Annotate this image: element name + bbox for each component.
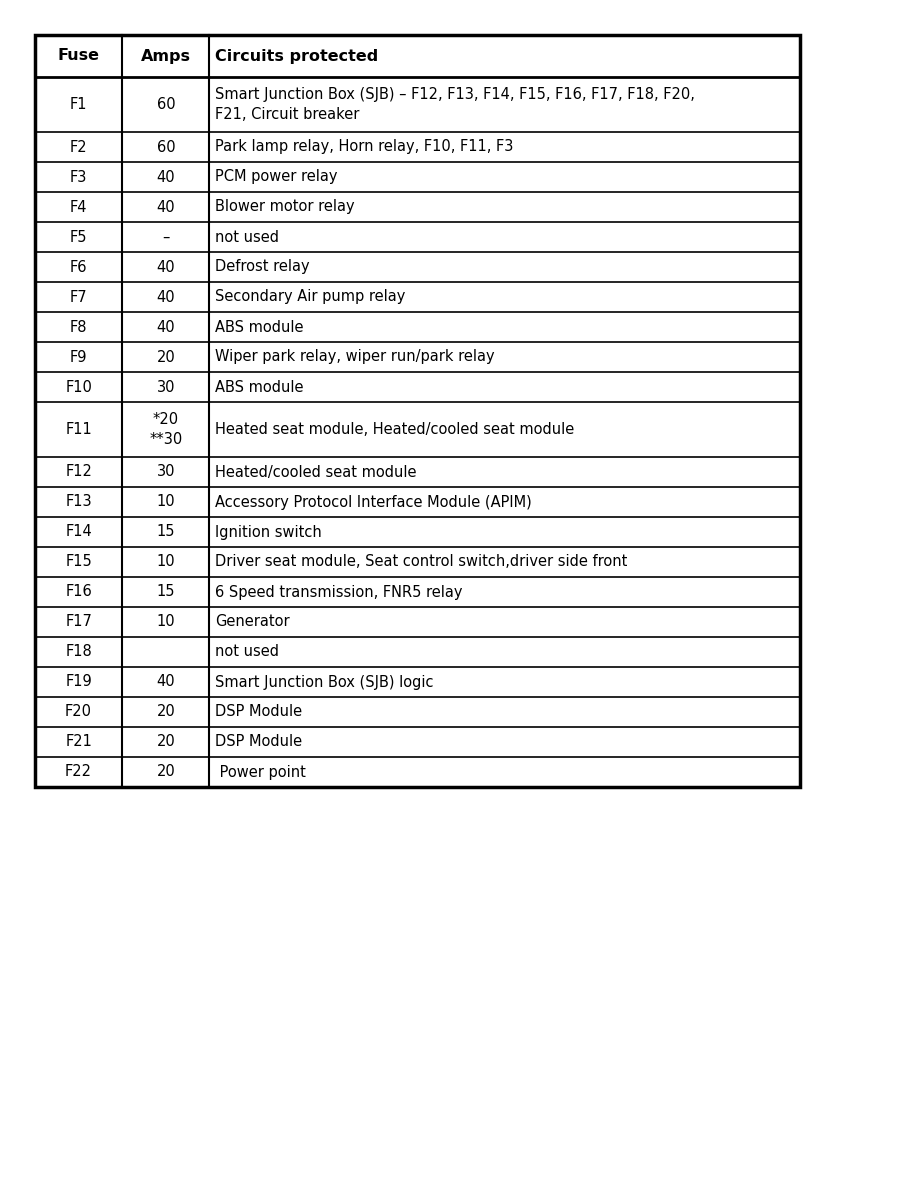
Text: 15: 15: [157, 584, 175, 600]
Text: DSP Module: DSP Module: [216, 704, 303, 720]
Text: F19: F19: [65, 675, 92, 689]
Text: 30: 30: [157, 379, 175, 394]
Bar: [35, 34, 800, 786]
Text: F15: F15: [65, 555, 92, 569]
Text: F20: F20: [65, 704, 92, 720]
Text: F12: F12: [65, 465, 92, 480]
Text: Heated seat module, Heated/cooled seat module: Heated seat module, Heated/cooled seat m…: [216, 422, 575, 437]
Text: not used: not used: [216, 229, 279, 245]
Text: Wiper park relay, wiper run/park relay: Wiper park relay, wiper run/park relay: [216, 349, 495, 365]
Text: Defrost relay: Defrost relay: [216, 259, 310, 274]
Text: F21: F21: [65, 734, 92, 750]
Text: F6: F6: [70, 259, 87, 274]
Text: 20: 20: [156, 765, 175, 779]
Text: 40: 40: [156, 320, 175, 335]
Text: F4: F4: [70, 200, 87, 215]
Text: 6 Speed transmission, FNR5 relay: 6 Speed transmission, FNR5 relay: [216, 584, 463, 600]
Text: 60: 60: [156, 97, 175, 112]
Text: F1: F1: [70, 97, 87, 112]
Text: 40: 40: [156, 170, 175, 184]
Text: Generator: Generator: [216, 614, 290, 630]
Text: F16: F16: [65, 584, 92, 600]
Text: 10: 10: [156, 494, 175, 510]
Text: 40: 40: [156, 290, 175, 304]
Text: 15: 15: [157, 524, 175, 539]
Text: Smart Junction Box (SJB) logic: Smart Junction Box (SJB) logic: [216, 675, 434, 689]
Text: Circuits protected: Circuits protected: [216, 49, 378, 63]
Text: 60: 60: [156, 139, 175, 154]
Text: Secondary Air pump relay: Secondary Air pump relay: [216, 290, 406, 304]
Text: 20: 20: [156, 734, 175, 750]
Text: ABS module: ABS module: [216, 379, 304, 394]
Text: Fuse: Fuse: [58, 49, 100, 63]
Text: 20: 20: [156, 704, 175, 720]
Text: F3: F3: [70, 170, 87, 184]
Text: Driver seat module, Seat control switch,driver side front: Driver seat module, Seat control switch,…: [216, 555, 628, 569]
Text: Ignition switch: Ignition switch: [216, 524, 322, 539]
Text: ABS module: ABS module: [216, 320, 304, 335]
Text: Amps: Amps: [140, 49, 191, 63]
Text: F18: F18: [65, 645, 92, 659]
Text: 10: 10: [156, 614, 175, 630]
Text: 40: 40: [156, 200, 175, 215]
Text: F13: F13: [65, 494, 92, 510]
Text: 30: 30: [157, 465, 175, 480]
Text: 40: 40: [156, 675, 175, 689]
Text: Power point: Power point: [216, 765, 307, 779]
Text: F9: F9: [70, 349, 87, 365]
Text: F17: F17: [65, 614, 92, 630]
Text: Blower motor relay: Blower motor relay: [216, 200, 355, 215]
Text: F22: F22: [65, 765, 92, 779]
Text: 40: 40: [156, 259, 175, 274]
Text: F14: F14: [65, 524, 92, 539]
Text: Park lamp relay, Horn relay, F10, F11, F3: Park lamp relay, Horn relay, F10, F11, F…: [216, 139, 514, 154]
Text: DSP Module: DSP Module: [216, 734, 303, 750]
Text: *20
**30: *20 **30: [150, 412, 183, 447]
Text: 20: 20: [156, 349, 175, 365]
Text: F10: F10: [65, 379, 92, 394]
Text: not used: not used: [216, 645, 279, 659]
Text: F7: F7: [70, 290, 87, 304]
Text: PCM power relay: PCM power relay: [216, 170, 338, 184]
Text: 10: 10: [156, 555, 175, 569]
Text: –: –: [162, 229, 170, 245]
Text: Heated/cooled seat module: Heated/cooled seat module: [216, 465, 417, 480]
Text: F2: F2: [70, 139, 87, 154]
Text: F11: F11: [65, 422, 92, 437]
Text: Accessory Protocol Interface Module (APIM): Accessory Protocol Interface Module (API…: [216, 494, 532, 510]
Text: F5: F5: [70, 229, 87, 245]
Text: Smart Junction Box (SJB) – F12, F13, F14, F15, F16, F17, F18, F20,
F21, Circuit : Smart Junction Box (SJB) – F12, F13, F14…: [216, 88, 695, 121]
Text: F8: F8: [70, 320, 87, 335]
